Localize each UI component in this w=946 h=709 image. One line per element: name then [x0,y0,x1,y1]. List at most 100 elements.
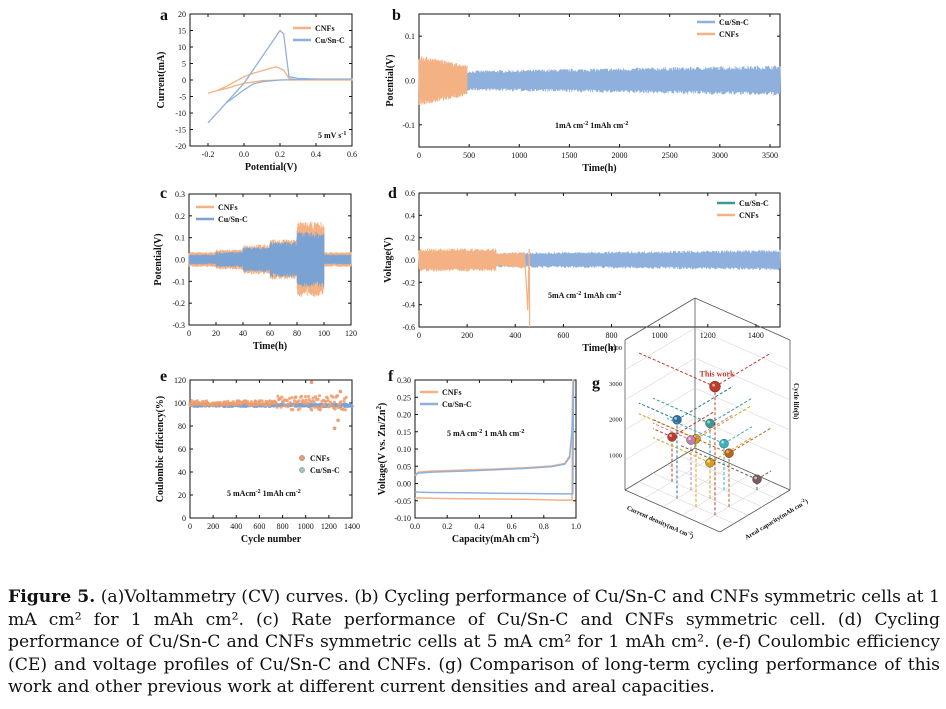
y-tick-label: 80 [178,422,186,431]
point-cnfs-ce [204,403,208,407]
y-tick-label: 20 [178,10,186,19]
x-axis-label-g: Current density(mA cm-2) [626,504,695,541]
series-cnfs-rate-step [296,221,325,298]
y-axis-label: Voltage(V) [383,237,394,283]
data-point-8 [705,458,715,468]
point-cnfs-ce [313,405,317,409]
z-tick-label: 2000 [609,417,622,424]
y-axis-label: Current(mA) [156,51,167,108]
y-tick-label: 100 [174,399,186,408]
point-cnfs-ce [294,395,298,399]
point-cnfs-ce [267,403,271,407]
panel-d: d 0 200 400 600 800 1000 1200 1400 -0.6 -0.4 -0.2 0.… [383,185,781,354]
y-axis-label: Voltage(V vs. Zn/Zn2) [375,403,388,496]
x-tick-label: 80 [293,329,301,338]
x-tick-label: 600 [557,331,569,340]
point-cnfs-ce [292,399,296,403]
x-tick-label: 1400 [748,331,764,340]
annotation-part: 1mA cm [555,121,584,130]
point-cnfs-ce [283,403,287,408]
legend-marker-cnfs [299,455,305,461]
point-cnfs-ce [322,403,326,407]
point-cnfs-ce [331,395,335,399]
data-point-6 [719,438,729,449]
point-cnfs-ce [292,403,296,407]
data-point-7 [667,432,677,442]
grid-line [694,387,791,431]
y-axis-label-g: Areal capacity(mAh cm-2) [743,497,809,541]
grid-line [700,481,772,524]
point-cnfs-ce [314,395,318,399]
grid-line [643,456,715,499]
x-tick-label: 3500 [762,151,778,160]
legend-label-cusnc: Cu/Sn-C [310,466,340,475]
y-axis-label-text: Potential(V) [385,54,396,106]
figure-caption: Figure 5. (a)Voltammetry (CV) curves. (b… [8,586,940,699]
x-axis-label-text: Cycle number [241,534,302,545]
y-tick-label: -0.6 [402,323,415,332]
x-tick-label: 0 [417,331,421,340]
x-axis-label: Time(h) [253,341,287,352]
point-cnfs-ce-outlier [309,380,314,385]
grid-line [624,417,696,461]
annotation-sup: -2 [256,489,261,495]
z-tick-label: 1000 [609,452,622,459]
box-edge [624,297,696,341]
x-tick-label: 0.4 [311,150,321,159]
point-cnfs-ce [263,403,267,407]
annotation-part: 1mAh cm [581,291,616,300]
data-point-highlight [707,420,710,424]
x-tick-label: 600 [253,522,265,531]
point-cnfs-ce [325,396,329,400]
grid-line [624,357,696,401]
x-axis-label: Capacity(mAh cm-2) [452,532,539,545]
x-axis-label-sup: -2 [687,531,693,537]
x-tick-label: 40 [239,329,247,338]
projection-line [723,426,753,445]
y-axis-label-close: ) [804,498,809,505]
projection-line [652,428,673,438]
projection-line [690,414,734,441]
point-cnfs-ce [252,403,256,407]
grid-line [666,464,763,508]
x-axis-label: Time(h) [582,343,616,354]
y-tick-label: -10 [175,109,186,118]
legend-label-cnfs: CNFs [442,388,462,397]
y-tick-label: 0.0 [405,77,415,86]
x-tick-label: 800 [277,522,289,531]
series-cusnc-cv [207,29,353,124]
x-tick-label: 0 [188,522,192,531]
panel-label-f: f [388,368,394,385]
point-cnfs-ce [274,401,278,405]
panel-f: f 0.0 0.2 0.4 0.6 0.8 1.0 -0.10 -0.05 0.00 0.05 0.1… [375,368,581,545]
point-cnfs-ce-outlier [332,426,337,431]
x-axis-label: Time(h) [582,163,616,174]
z-tick-label: 4000 [609,345,622,352]
annotation: 5mA cm-2 1mAh cm-2 [548,291,621,300]
x-tick-label: 2000 [612,151,628,160]
point-cnfs-ce [316,397,320,401]
y-tick-label: 0.6 [405,189,415,198]
annotation-part: 1mAh cm [261,489,296,498]
x-tick-label: 0 [187,329,191,338]
annotation-this-work: This work [700,370,735,379]
x-tick-label: 400 [230,522,242,531]
y-tick-label: 0.20 [397,411,411,420]
y-tick-label: 0.2 [175,212,185,221]
point-cnfs-ce [304,398,308,402]
projection-line [638,352,716,388]
legend-label-cusnc: Cu/Sn-C [442,400,472,409]
projection-line [652,422,692,441]
y-axis-label-text: Voltage(V vs. Zn/Zn [377,409,388,495]
point-cnfs-ce [332,400,336,404]
x-tick-label: 1000 [298,522,314,531]
x-axis-label: Potential(V) [245,162,297,173]
y-tick-label: 0.0 [175,256,185,265]
series-cnfs-cycling-late [495,252,526,269]
x-axis-label-text: Time(h) [582,343,616,354]
x-tick-label: 0.8 [539,522,549,531]
data-point-highlight [712,383,715,387]
series-cusnc-voltage-profile [414,379,575,495]
projection-line [728,427,772,454]
annotation-part: 5 mAcm [227,489,256,498]
